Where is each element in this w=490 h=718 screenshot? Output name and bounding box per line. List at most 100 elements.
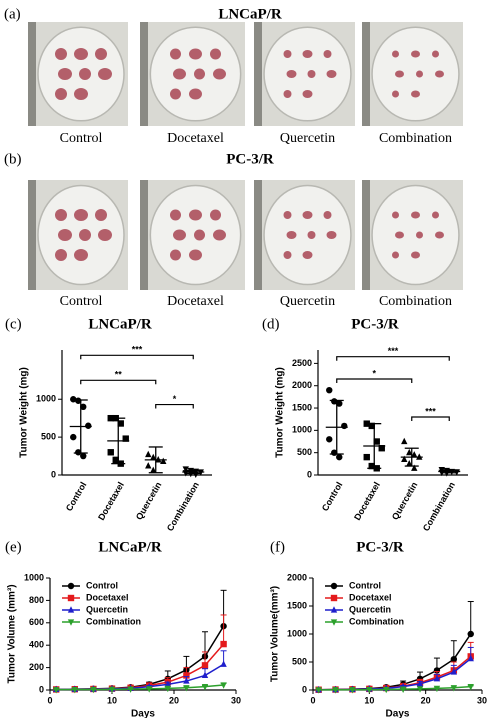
marker — [406, 448, 413, 456]
petri-dish — [371, 184, 460, 286]
significance-label: * — [372, 368, 376, 378]
x-tick-label: Control — [64, 480, 89, 513]
tumor-photo — [189, 249, 202, 261]
series-line — [318, 655, 472, 691]
marker — [341, 422, 348, 430]
marker — [146, 686, 153, 693]
y-tick-label: 400 — [29, 640, 44, 650]
marker — [401, 455, 408, 462]
tumor-photo — [432, 50, 439, 58]
tumor-photo — [79, 229, 91, 241]
tumor-photo — [326, 231, 337, 239]
marker — [450, 685, 458, 692]
y-tick-label: 500 — [41, 431, 56, 441]
y-tick-label: 200 — [29, 662, 44, 672]
photo-label: Docetaxel — [167, 131, 224, 146]
tumor-photo — [392, 211, 399, 219]
marker — [411, 451, 418, 458]
legend-label: Quercetin — [349, 604, 391, 614]
legend-label: Combination — [86, 616, 141, 626]
tumor-photo — [213, 68, 226, 80]
tumor-photo — [170, 88, 181, 100]
photo-ruler — [362, 180, 370, 290]
significance-label: *** — [425, 406, 436, 416]
y-tick-label: 0 — [307, 469, 312, 479]
legend-marker — [67, 582, 75, 590]
marker — [416, 686, 424, 693]
marker — [399, 686, 407, 693]
marker — [366, 687, 373, 694]
legend-label: Docetaxel — [86, 592, 129, 602]
marker — [332, 687, 339, 694]
chart-title: PC-3/R — [351, 316, 399, 332]
panel-title: PC-3/R — [226, 151, 274, 167]
tumor-photo — [95, 209, 107, 221]
y-tick-label: 600 — [29, 617, 44, 627]
photo-ruler — [28, 22, 36, 126]
marker — [373, 438, 380, 445]
tumor-photo — [307, 70, 316, 78]
y-tick-label: 0 — [39, 684, 44, 694]
tumor-photo — [395, 70, 404, 78]
y-axis-label: Tumor Volume(mm³) — [270, 586, 281, 682]
marker — [336, 453, 343, 461]
tumor-photo — [323, 211, 332, 219]
tumor-photo — [395, 231, 404, 239]
marker — [201, 671, 209, 679]
tumor-photo — [213, 229, 226, 241]
significance-label: ** — [115, 370, 123, 380]
marker — [378, 445, 385, 452]
tumor-photo — [283, 211, 292, 219]
series-line — [318, 633, 472, 691]
tumor-photo — [74, 88, 88, 100]
significance-bracket — [155, 403, 194, 409]
tumor-photo — [210, 209, 221, 221]
marker — [127, 686, 134, 693]
y-tick-label: 1000 — [292, 425, 312, 435]
marker — [112, 456, 119, 464]
tumor-photo — [411, 50, 420, 58]
marker — [70, 396, 77, 403]
tumor-photo — [416, 231, 423, 239]
marker — [160, 457, 167, 464]
tumor-photo — [302, 90, 313, 98]
tumor-photo — [58, 229, 72, 241]
x-tick-label: Control — [320, 480, 345, 513]
marker — [85, 422, 92, 429]
marker — [220, 682, 227, 689]
x-axis-label: Days — [131, 709, 155, 718]
marker — [107, 449, 114, 456]
panel-letter: (a) — [4, 6, 21, 22]
significance-bracket — [336, 356, 450, 361]
marker — [150, 453, 157, 461]
photo-label: Combination — [379, 294, 452, 309]
tumor-photo — [79, 68, 91, 80]
photo-ruler — [140, 180, 148, 290]
marker — [117, 420, 124, 427]
tumor-photo — [98, 229, 112, 241]
y-tick-label: 500 — [292, 656, 307, 666]
y-tick-label: 2000 — [292, 380, 312, 390]
marker — [336, 400, 343, 407]
y-tick-label: 1000 — [24, 572, 44, 582]
y-axis-label: Tumor Weight (mg) — [19, 367, 30, 458]
y-tick-label: 800 — [29, 595, 44, 605]
chart-title: LNCaP/R — [98, 539, 162, 555]
tumor-photo — [302, 211, 313, 219]
marker — [80, 403, 87, 411]
marker — [416, 680, 424, 687]
marker — [326, 436, 333, 443]
marker — [107, 414, 114, 422]
legend-marker — [67, 594, 75, 602]
tumor-photo — [302, 251, 313, 259]
x-tick-label: 30 — [231, 695, 241, 705]
tumor-photo — [411, 251, 420, 259]
y-tick-label: 0 — [302, 684, 307, 694]
tumor-photo — [74, 48, 88, 60]
marker — [363, 420, 370, 427]
tumor-photo — [323, 50, 332, 58]
marker — [183, 672, 190, 679]
tumor-photo — [170, 209, 181, 221]
chart-title: LNCaP/R — [88, 316, 152, 332]
marker — [80, 452, 87, 460]
